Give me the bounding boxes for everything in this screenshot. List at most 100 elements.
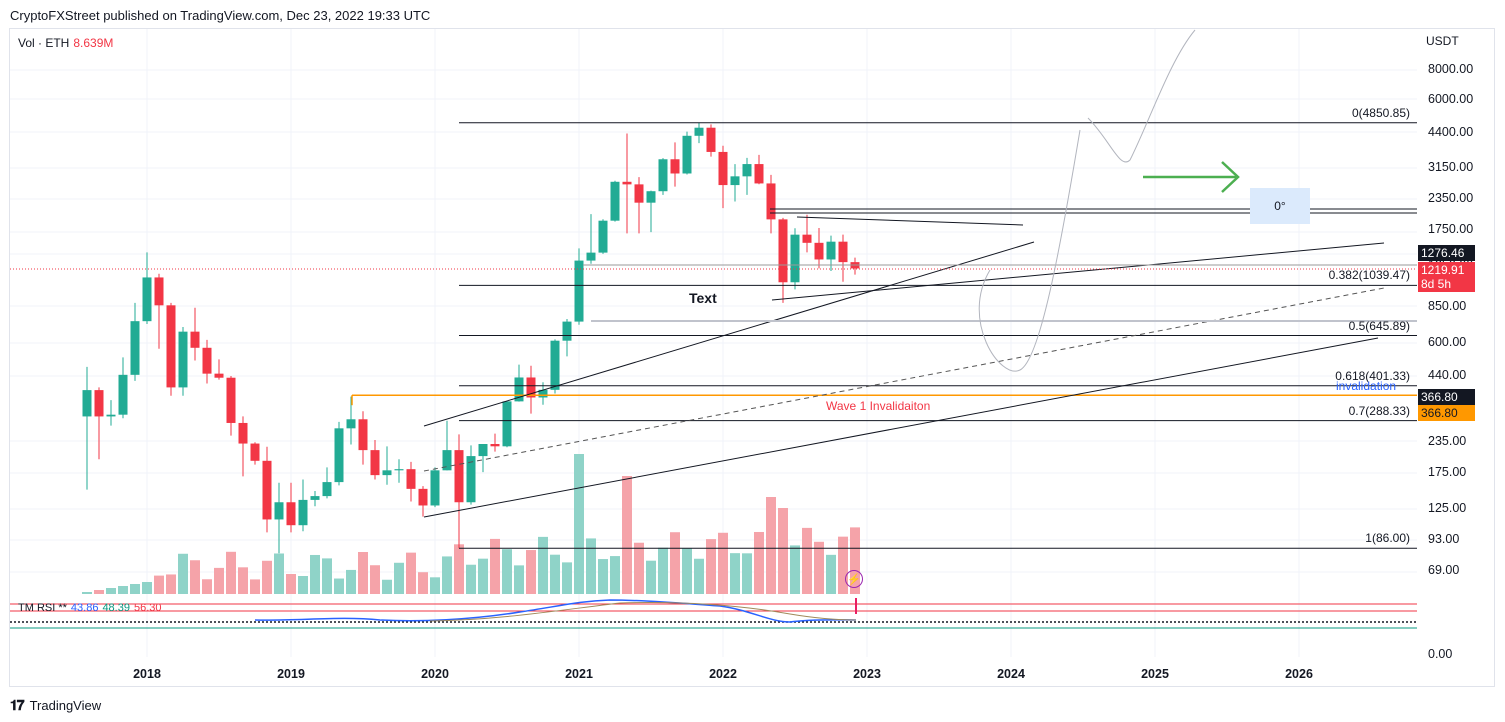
price-tick: 69.00 [1428,563,1460,578]
chart-frame[interactable] [9,28,1495,687]
volume-bar [790,545,800,594]
volume-bar [562,562,572,594]
candle-body [82,390,92,417]
volume-bar [442,556,452,594]
resistance-line [796,216,1024,226]
candle-body [442,450,452,471]
fib-level-label: 0.618(401.33) [1335,368,1410,383]
volume-bar [742,553,752,594]
candle-body [238,422,248,444]
volume-bar [190,560,200,594]
volume-bar [706,539,716,594]
candle-body [694,127,704,136]
volume-bar [214,567,224,594]
price-tick: 0.00 [1428,647,1453,661]
candle-body [802,234,812,243]
green-arrow-head [1221,161,1240,193]
fib-level-label: 1(86.00) [1365,531,1410,546]
volume-bar [850,527,860,594]
time-tick: 2025 [1141,667,1169,681]
volume-legend[interactable]: Vol · ETH 8.639M [18,36,113,50]
volume-bar [358,552,368,594]
candle-body [370,450,380,476]
volume-bar [622,476,632,594]
fib-level-label: 0(4850.85) [1351,105,1410,120]
rsi-legend[interactable]: TM RSI ** 43.86 48.39 56.30 [18,602,162,614]
angle-annotation[interactable]: 0° [1250,188,1310,224]
volume-bar [274,553,284,594]
volume-bar [550,554,560,594]
channel-upper [423,241,1035,427]
candle-body [382,470,392,476]
time-tick: 2024 [997,667,1025,681]
volume-bar [298,575,308,594]
price-tick: 440.00 [1428,368,1467,383]
candle-body [142,277,152,322]
tradingview-logo-icon: 𝟏𝟕 [10,697,25,713]
invalidation-label[interactable]: invalidation [1336,379,1397,393]
text-annotation[interactable]: Text [689,290,717,306]
volume-bar [166,574,176,594]
volume-bar [814,541,824,594]
candle-body [622,181,632,185]
wave1-invalidation-label[interactable]: Wave 1 Invalidaiton [826,399,931,413]
projection-path [978,129,1081,372]
projection-path-2 [1087,29,1196,163]
candle-body [670,159,680,174]
candle-body [790,234,800,283]
volume-bar [610,556,620,594]
price-tick: 175.00 [1428,465,1467,480]
candle-body [538,389,548,398]
volume-bar [382,579,392,594]
rsi-value-2: 48.39 [102,602,130,614]
candle-body [562,321,572,341]
candle-body [130,321,140,375]
candle-body [466,456,476,503]
footer: 𝟏𝟕 TradingView [10,697,101,714]
rsi-line [254,599,857,623]
candle-body [154,277,164,306]
candle-body [190,331,200,348]
candle-body [766,183,776,220]
price-box-current: 1219.91 8d 5h [1418,262,1475,292]
volume-bar [802,527,812,594]
candle-body [430,470,440,506]
time-tick: 2021 [565,667,593,681]
volume-bar [106,588,116,594]
volume-bar [646,560,656,594]
candle-body [730,176,740,186]
volume-bar [154,575,164,594]
currency-label[interactable]: USDT [1426,34,1459,48]
candle-body [310,496,320,500]
candle-body [298,499,308,526]
price-tick: 4400.00 [1428,125,1474,140]
volume-bar [406,552,416,594]
time-tick: 2020 [421,667,449,681]
price-box-invalidation: 366.80 [1418,389,1475,405]
volume-bar [574,454,584,594]
candle-body [166,305,176,388]
volume-bar [718,532,728,594]
volume-bar [142,582,152,594]
volume-bar [238,567,248,594]
candle-body [454,450,464,503]
volume-bar [310,554,320,594]
volume-bar [778,508,788,594]
price-tick: 125.00 [1428,500,1467,515]
candle-body [658,159,668,192]
price-tick: 235.00 [1428,434,1467,449]
candle-body [586,252,596,261]
volume-bar [538,536,548,594]
volume-bar [658,547,668,594]
volume-bar [130,584,140,594]
price-tick: 8000.00 [1428,62,1474,76]
price-tick: 850.00 [1428,298,1467,313]
candle-body [358,419,368,451]
volume-bar [94,590,104,594]
volume-bar [346,569,356,594]
price-tick: 2350.00 [1428,191,1474,206]
bolt-icon[interactable]: ⚡ [845,570,863,588]
volume-bar [334,578,344,594]
candle-body [754,164,764,184]
